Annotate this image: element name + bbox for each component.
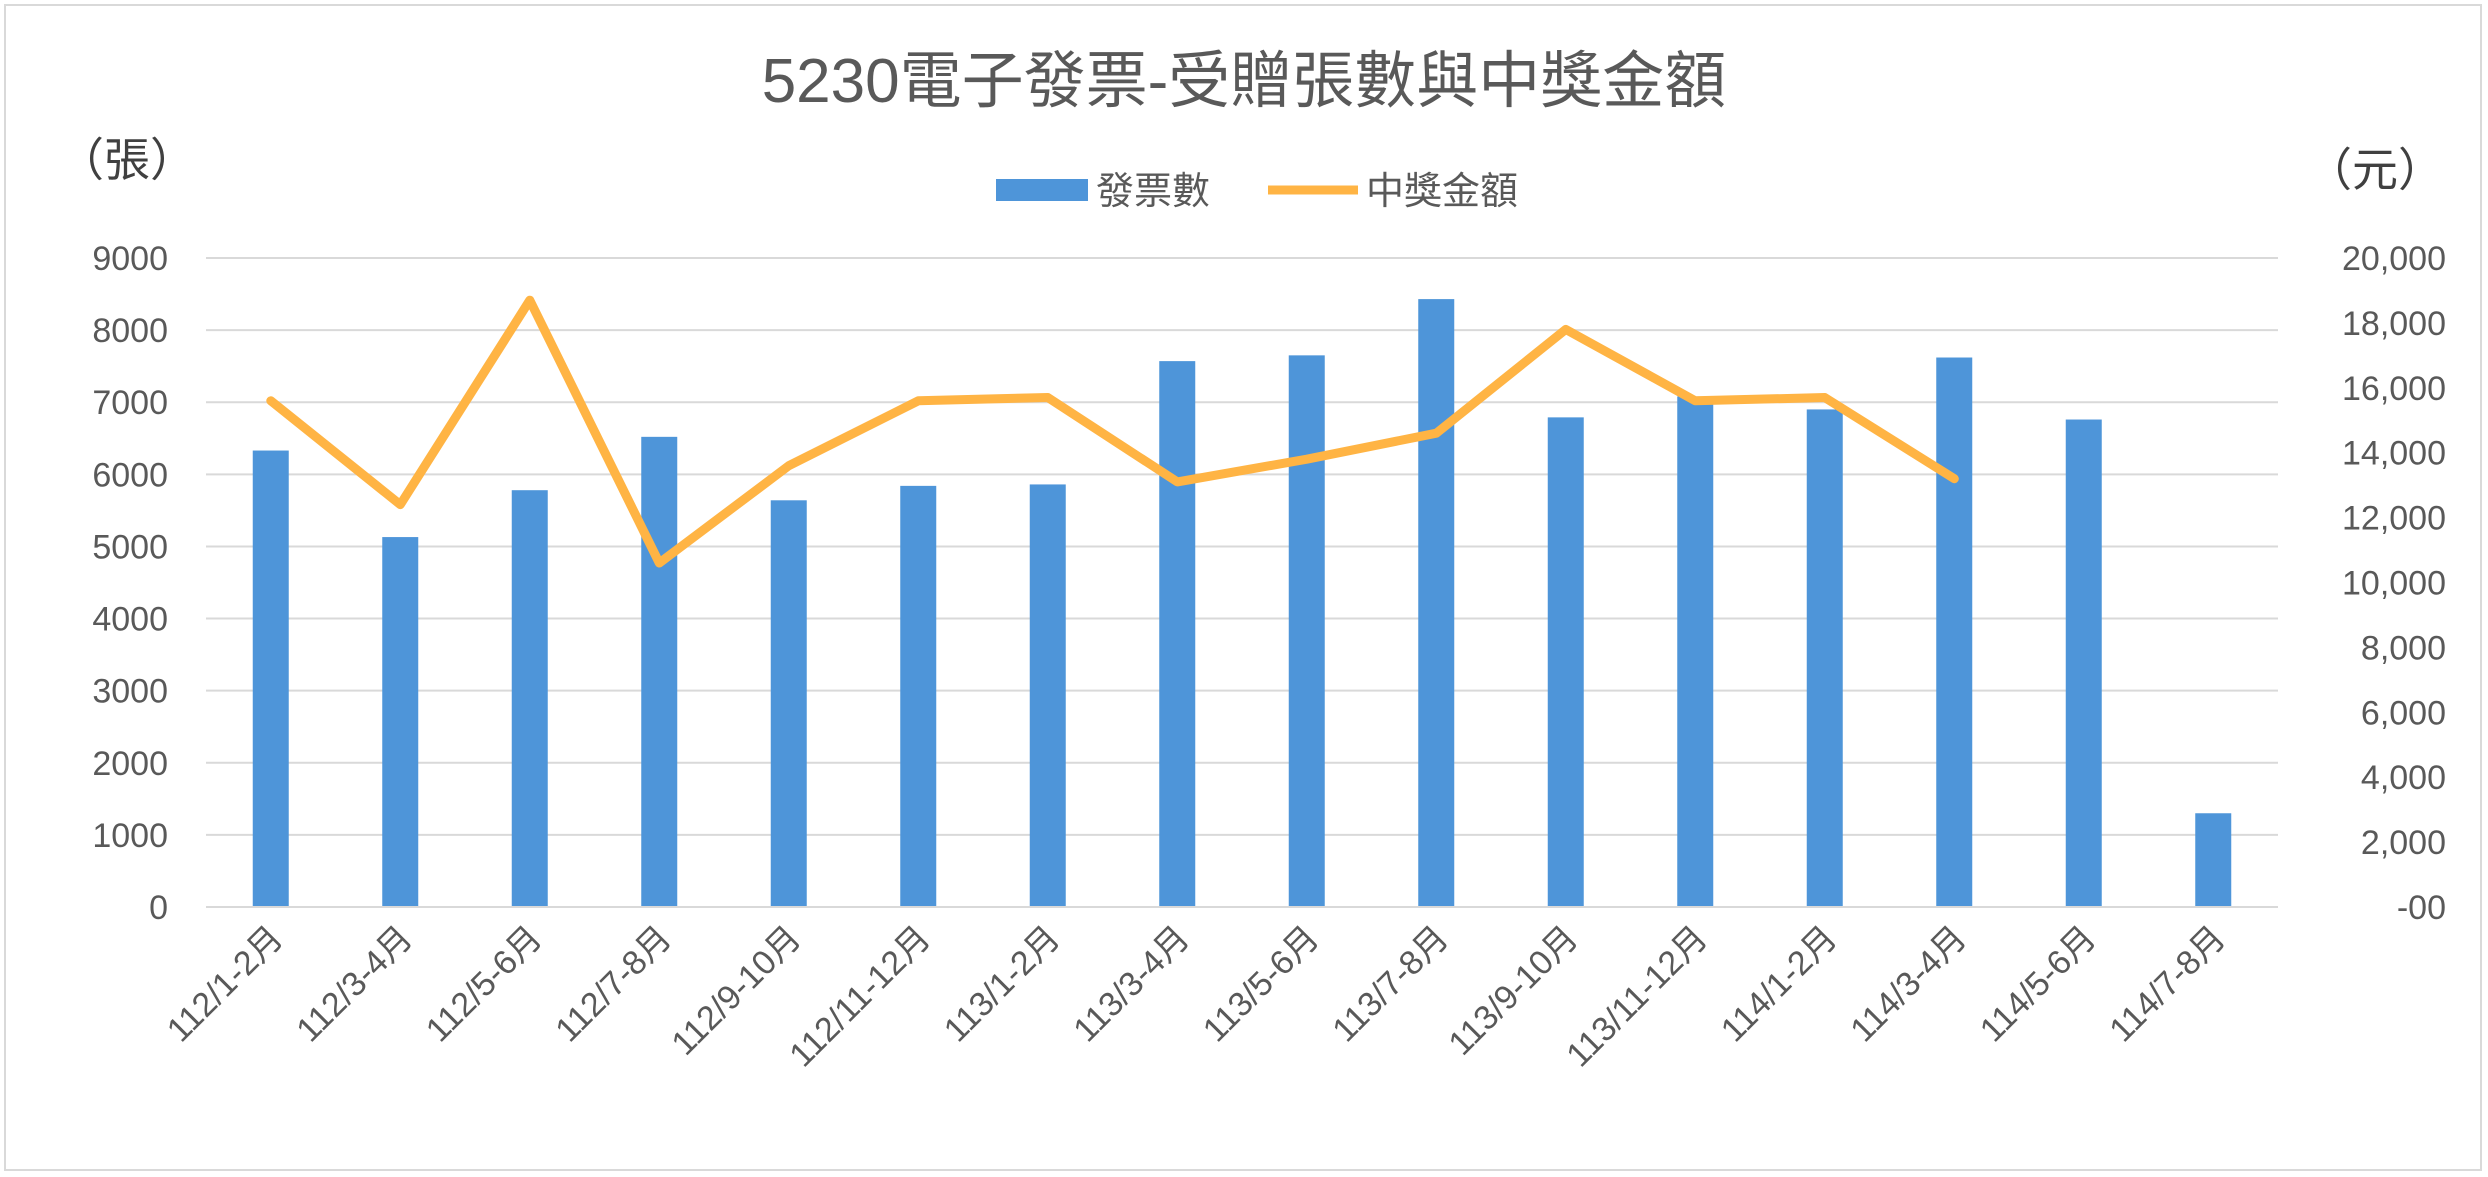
right-tick-label: 4,000 bbox=[2361, 759, 2446, 797]
x-tick-label: 112/7-8月 bbox=[548, 919, 679, 1050]
x-tick-label: 113/3-4月 bbox=[1066, 919, 1197, 1050]
x-tick-label: 114/3-4月 bbox=[1843, 919, 1974, 1050]
left-tick-label: 9000 bbox=[92, 240, 168, 278]
left-tick-label: 5000 bbox=[92, 528, 168, 566]
bar bbox=[1677, 396, 1714, 907]
chart-canvas: 5230電子發票-受贈張數與中獎金額 （張） （元） 發票數 中獎金額 0 100… bbox=[58, 47, 2446, 1075]
legend-swatch-bar bbox=[996, 179, 1088, 201]
right-tick-label: 6,000 bbox=[2361, 694, 2446, 732]
x-tick-label: 113/1-2月 bbox=[937, 919, 1068, 1050]
left-tick-label: 4000 bbox=[92, 601, 168, 639]
bar bbox=[770, 500, 807, 907]
right-tick-label: 12,000 bbox=[2342, 500, 2446, 538]
right-tick-label: 18,000 bbox=[2342, 305, 2446, 343]
x-tick-label: 113/9-10月 bbox=[1441, 919, 1585, 1063]
left-tick-label: 6000 bbox=[92, 456, 168, 494]
x-axis-ticks: 112/1-2月112/3-4月112/5-6月112/7-8月112/9-10… bbox=[160, 919, 2233, 1075]
bar bbox=[1806, 409, 1843, 907]
legend-label-bar: 發票數 bbox=[1096, 169, 1210, 213]
line-series-path bbox=[266, 295, 1959, 568]
left-tick-label: 0 bbox=[149, 889, 168, 927]
right-tick-label: -00 bbox=[2397, 889, 2446, 927]
left-tick-label: 1000 bbox=[92, 817, 168, 855]
chart-frame: 5230電子發票-受贈張數與中獎金額 （張） （元） 發票數 中獎金額 0 100… bbox=[4, 4, 2482, 1171]
x-tick-label: 112/9-10月 bbox=[664, 919, 808, 1063]
bar-series bbox=[252, 299, 2232, 908]
gridlines bbox=[206, 257, 2278, 836]
bar bbox=[1418, 299, 1455, 907]
left-axis-ticks: 0 1000 2000 3000 4000 5000 6000 7000 8000 9000 bbox=[92, 240, 168, 927]
x-tick-label: 113/7-8月 bbox=[1325, 919, 1456, 1050]
bar bbox=[382, 537, 419, 907]
left-tick-label: 2000 bbox=[92, 745, 168, 783]
right-tick-label: 20,000 bbox=[2342, 240, 2446, 278]
bar bbox=[1029, 484, 1066, 907]
x-tick-label: 114/5-6月 bbox=[1973, 919, 2104, 1050]
right-tick-label: 16,000 bbox=[2342, 370, 2446, 408]
x-tick-label: 114/7-8月 bbox=[2102, 919, 2233, 1050]
x-tick-label: 112/1-2月 bbox=[160, 919, 291, 1050]
right-axis-ticks: -00 2,000 4,000 6,000 8,000 10,000 12,000 14,00… bbox=[2342, 240, 2446, 927]
left-axis-unit: （張） bbox=[58, 133, 196, 187]
left-tick-label: 3000 bbox=[92, 673, 168, 711]
chart-title: 5230電子發票-受贈張數與中獎金額 bbox=[762, 47, 1727, 116]
bar bbox=[1288, 355, 1325, 908]
bar bbox=[511, 490, 548, 907]
left-tick-label: 8000 bbox=[92, 312, 168, 350]
legend-label-line: 中獎金額 bbox=[1366, 169, 1518, 213]
bar bbox=[1547, 417, 1584, 907]
right-tick-label: 2,000 bbox=[2361, 824, 2446, 862]
x-tick-label: 114/1-2月 bbox=[1714, 919, 1845, 1050]
x-tick-label: 112/3-4月 bbox=[289, 919, 420, 1050]
left-tick-label: 7000 bbox=[92, 384, 168, 422]
x-tick-label: 113/11-12月 bbox=[1559, 919, 1715, 1075]
x-tick-label: 113/5-6月 bbox=[1196, 919, 1327, 1050]
bar bbox=[2195, 813, 2232, 907]
right-axis-unit: （元） bbox=[2306, 143, 2444, 197]
x-tick-label: 112/5-6月 bbox=[419, 919, 550, 1050]
bar bbox=[2065, 419, 2102, 907]
bar bbox=[641, 436, 678, 907]
bar bbox=[1936, 357, 1973, 908]
right-tick-label: 14,000 bbox=[2342, 435, 2446, 473]
right-tick-label: 8,000 bbox=[2361, 629, 2446, 667]
x-tick-label: 112/11-12月 bbox=[782, 919, 938, 1075]
bar bbox=[1159, 361, 1196, 907]
line-series bbox=[266, 295, 1959, 568]
right-tick-label: 10,000 bbox=[2342, 565, 2446, 603]
bar bbox=[252, 450, 289, 907]
bar bbox=[900, 485, 937, 907]
legend: 發票數 中獎金額 bbox=[996, 169, 1518, 213]
